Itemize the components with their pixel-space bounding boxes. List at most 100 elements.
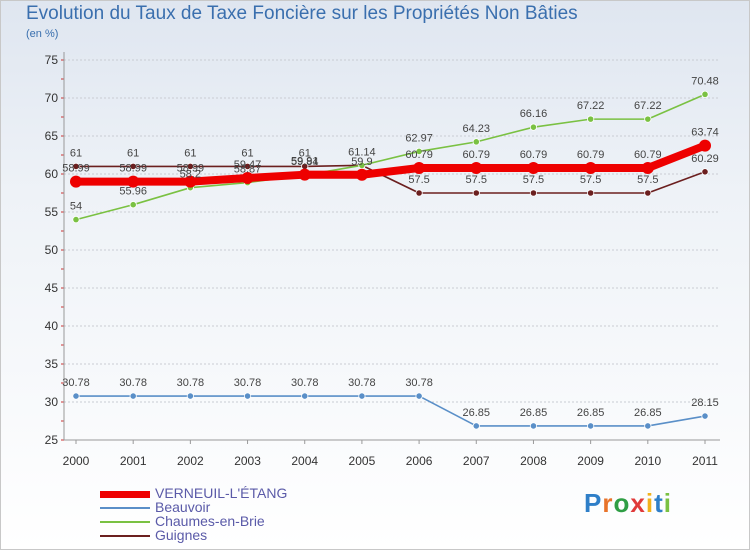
- data-label: 63.74: [691, 127, 719, 139]
- data-label: 30.78: [348, 377, 376, 389]
- data-label: 67.22: [634, 100, 662, 112]
- y-tick-label: 50: [45, 243, 59, 257]
- logo-letter: i: [663, 488, 672, 518]
- x-tick-label: 2009: [577, 454, 604, 468]
- data-label: 60.79: [463, 149, 491, 161]
- data-point: [241, 172, 254, 185]
- logo-letter: i: [645, 488, 655, 518]
- data-label: 57.5: [408, 174, 429, 186]
- data-label: 60.79: [405, 149, 433, 161]
- data-point: [699, 139, 711, 152]
- data-point: [298, 168, 311, 181]
- y-tick-label: 30: [45, 395, 59, 409]
- data-point: [472, 422, 480, 430]
- data-label: 61: [241, 147, 253, 159]
- data-label: 62.97: [405, 132, 433, 144]
- data-point: [358, 392, 366, 400]
- data-point: [415, 189, 423, 197]
- logo-letter: o: [613, 488, 631, 518]
- series-line-chaumes-en-brie: [75, 93, 706, 221]
- data-label: 59.84: [291, 156, 319, 168]
- y-tick-label: 65: [45, 129, 59, 143]
- x-tick-label: 2006: [406, 454, 433, 468]
- data-point: [701, 90, 709, 98]
- data-point: [186, 392, 194, 400]
- logo-letter: x: [630, 488, 646, 518]
- logo-letter: r: [602, 488, 614, 518]
- series-line-verneuil-l-tang: [72, 141, 709, 186]
- data-point: [587, 115, 595, 123]
- data-point: [243, 392, 252, 400]
- y-tick-label: 40: [45, 319, 59, 333]
- data-label: 66.16: [520, 108, 548, 120]
- data-point: [129, 201, 137, 209]
- data-label: 59.91: [291, 156, 319, 168]
- data-point: [529, 123, 538, 131]
- data-label: 30.78: [234, 377, 262, 389]
- x-tick-label: 2005: [349, 454, 376, 468]
- legend-label-verneuil: VERNEUIL-L'ÉTANG: [155, 485, 288, 501]
- y-tick-label: 25: [45, 433, 59, 447]
- data-label: 58.2: [180, 169, 201, 181]
- legend-label-beauvoir: Beauvoir: [155, 499, 211, 515]
- data-point: [701, 412, 709, 420]
- data-point: [587, 189, 595, 197]
- y-tick-label: 70: [45, 91, 59, 105]
- data-label: 30.78: [177, 377, 205, 389]
- data-label: 57.5: [637, 174, 658, 186]
- data-label: 61: [184, 147, 196, 159]
- data-point: [72, 392, 80, 400]
- y-tick-label: 75: [45, 53, 59, 67]
- data-label: 55.96: [119, 186, 147, 198]
- data-point: [587, 422, 595, 430]
- data-point: [184, 175, 197, 188]
- data-label: 57.5: [466, 174, 487, 186]
- data-point: [470, 161, 483, 174]
- data-point: [644, 189, 652, 197]
- data-label: 28.15: [691, 397, 719, 409]
- y-tick-label: 35: [45, 357, 59, 371]
- data-label: 30.78: [291, 377, 319, 389]
- data-point: [186, 162, 194, 170]
- data-label: 60.79: [520, 149, 548, 161]
- legend-label-chaumes: Chaumes-en-Brie: [155, 513, 265, 529]
- x-tick-label: 2003: [234, 454, 261, 468]
- data-label: 70.48: [691, 75, 719, 87]
- data-point: [415, 392, 423, 400]
- data-point: [644, 422, 652, 430]
- logo-letter: P: [584, 488, 603, 518]
- x-tick-label: 2011: [692, 454, 718, 468]
- data-point: [355, 168, 368, 181]
- data-label: 67.22: [577, 100, 605, 112]
- data-point: [129, 162, 137, 170]
- x-tick-label: 2000: [63, 454, 90, 468]
- data-label: 58.87: [234, 164, 262, 176]
- data-point: [527, 161, 540, 174]
- x-tick-label: 2008: [520, 454, 547, 468]
- legend-item-beauvoir: Beauvoir: [100, 499, 360, 515]
- data-point: [129, 392, 137, 400]
- data-label: 61: [299, 147, 311, 159]
- data-point: [358, 161, 366, 169]
- data-label: 58.99: [177, 163, 205, 175]
- data-label: 58.99: [62, 163, 90, 175]
- data-point: [72, 216, 80, 224]
- legend-item-chaumes: Chaumes-en-Brie: [100, 513, 360, 529]
- data-label: 59.9: [351, 156, 372, 168]
- logo-letter: t: [654, 488, 664, 518]
- legend-label-guignes: Guignes: [155, 527, 208, 543]
- x-tick-label: 2010: [634, 454, 661, 468]
- data-label: 61: [127, 147, 139, 159]
- data-label: 30.78: [119, 377, 147, 389]
- data-label: 59.47: [234, 159, 262, 171]
- data-label: 26.85: [520, 407, 548, 419]
- data-label: 57.5: [523, 174, 544, 186]
- data-point: [472, 138, 480, 146]
- data-point: [415, 147, 423, 156]
- data-point: [529, 422, 538, 430]
- data-label: 30.78: [62, 377, 90, 389]
- x-tick-label: 2007: [463, 454, 490, 468]
- data-point: [243, 162, 252, 170]
- data-point: [644, 115, 652, 123]
